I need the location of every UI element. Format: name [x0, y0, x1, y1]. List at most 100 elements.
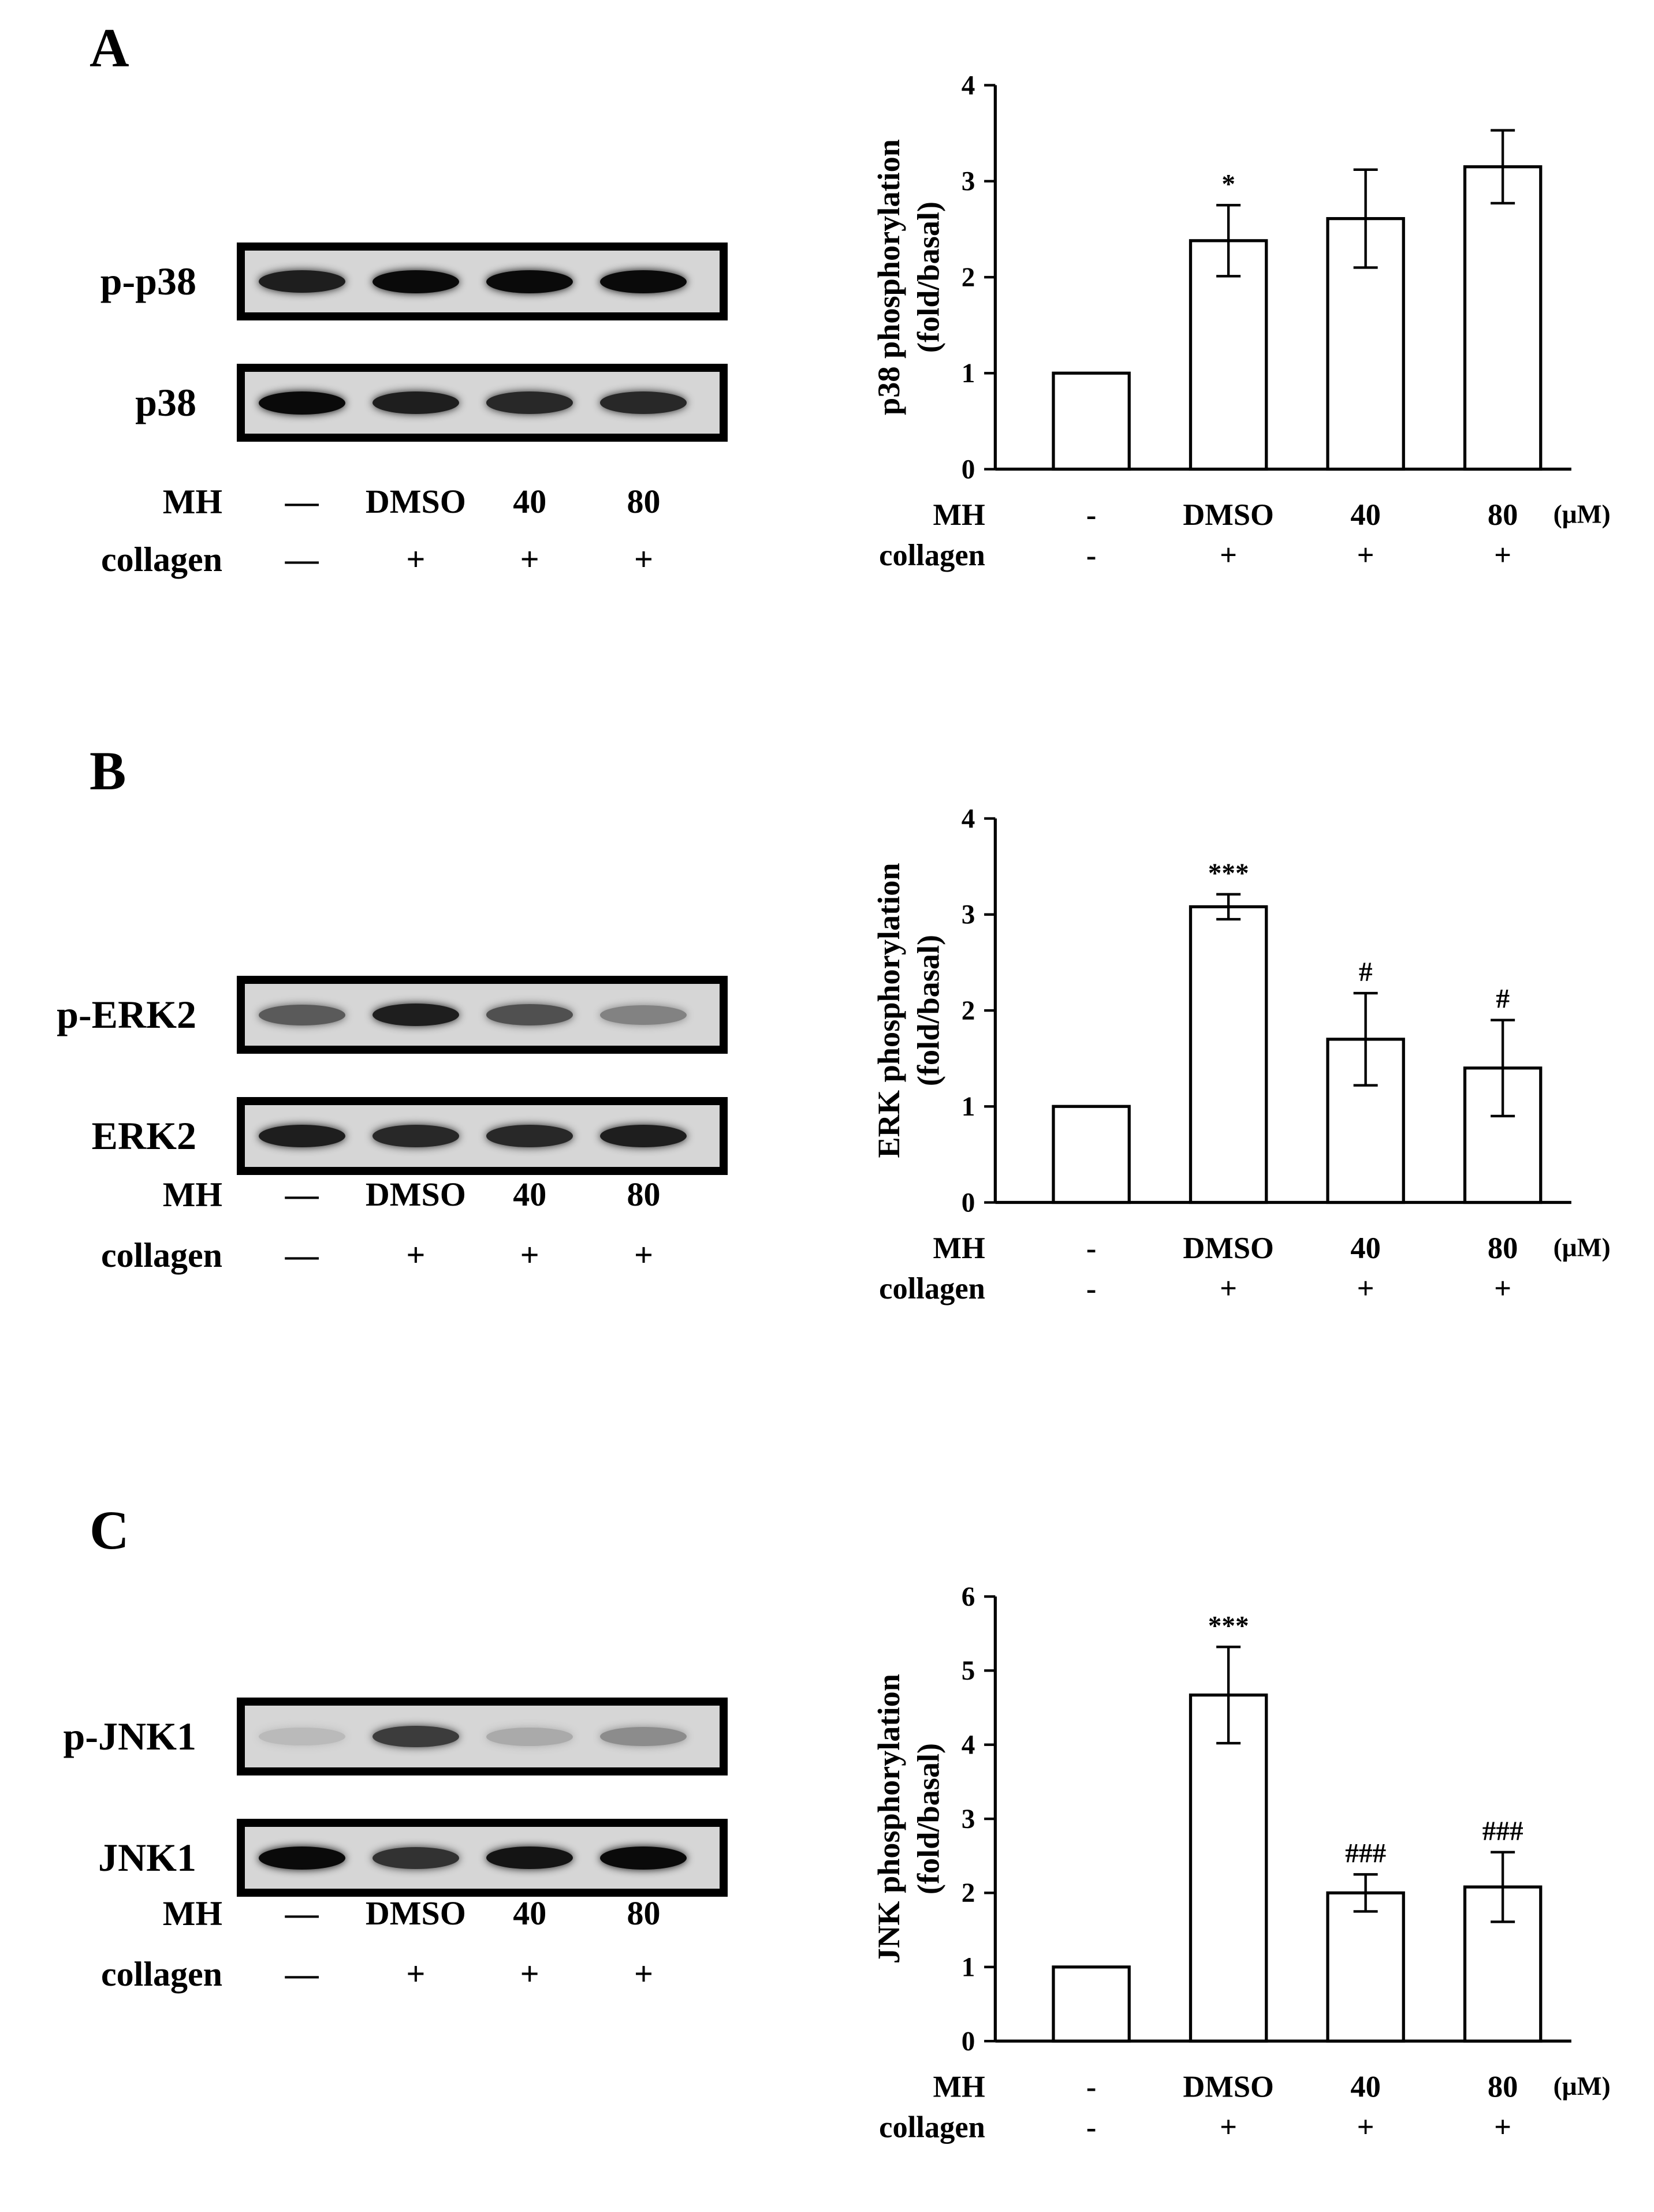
- significance-marker: #: [1359, 957, 1373, 987]
- y-axis-label: JNK phosphorylation (fold/basal): [871, 1674, 945, 1964]
- condition-value: DMSO: [365, 1176, 466, 1213]
- condition-value: 40: [513, 1894, 547, 1932]
- blot-band: [372, 1004, 459, 1026]
- blot-band: [486, 1846, 573, 1870]
- condition-value: —: [285, 1236, 319, 1274]
- blot-band: [372, 391, 459, 414]
- x-category-label: 40: [1350, 2070, 1381, 2103]
- bar: [1052, 371, 1131, 471]
- mh-label: MH: [162, 483, 222, 521]
- bar-chart: 0 1 2 3 4 ERK phosphorylation (fold/basal) *** #…: [871, 804, 1611, 1305]
- panel-letter: A: [90, 17, 129, 79]
- y-tick-label: 1: [962, 1092, 975, 1122]
- bar: [1052, 1965, 1131, 2043]
- condition-value: —: [285, 1894, 319, 1932]
- mh-label: MH: [162, 1176, 222, 1214]
- y-tick-label: 2: [962, 996, 975, 1026]
- mh-label: MH: [162, 1894, 222, 1933]
- condition-value: +: [520, 1236, 539, 1274]
- x-category-label: -: [1086, 1272, 1096, 1305]
- blot-band: [486, 1004, 573, 1025]
- x-category-label: DMSO: [1183, 498, 1274, 532]
- condition-value: +: [406, 540, 426, 578]
- western-blot: [237, 364, 728, 442]
- blot-band: [600, 1726, 687, 1747]
- x-category-label: +: [1494, 1272, 1511, 1305]
- panel-letter: B: [90, 740, 126, 801]
- panel-letter: C: [90, 1499, 129, 1561]
- y-axis-label-line: JNK phosphorylation: [871, 1674, 906, 1964]
- condition-value: 40: [513, 483, 547, 520]
- x-category-label: DMSO: [1183, 1232, 1274, 1265]
- y-axis-label: p38 phosphorylation (fold/basal): [871, 139, 945, 415]
- y-tick-label: 0: [962, 2027, 975, 2057]
- blot-band: [600, 1846, 687, 1870]
- x-category-label: DMSO: [1183, 2070, 1274, 2103]
- mh-label: MH: [933, 498, 985, 532]
- x-category-label: 80: [1488, 498, 1518, 532]
- bar: [1189, 905, 1268, 1204]
- blot-band: [372, 1725, 459, 1748]
- x-category-label: 40: [1350, 498, 1381, 532]
- mh-label: MH: [933, 2070, 985, 2103]
- blot-band: [258, 1125, 345, 1147]
- blot-band: [486, 1727, 573, 1746]
- x-category-label: -: [1086, 539, 1096, 572]
- collagen-label: collagen: [879, 2110, 985, 2144]
- x-category-label: 40: [1350, 1232, 1381, 1265]
- x-category-label: +: [1357, 539, 1374, 572]
- condition-value: +: [406, 1236, 426, 1274]
- blot-label: p-p38: [100, 259, 196, 303]
- y-axis-label: ERK phosphorylation (fold/basal): [871, 863, 945, 1158]
- x-category-label: -: [1086, 1232, 1096, 1265]
- collagen-label: collagen: [879, 1272, 985, 1305]
- y-tick-label: 4: [962, 1730, 975, 1760]
- blot-band: [600, 1005, 687, 1025]
- condition-value: —: [285, 540, 319, 578]
- condition-value: 80: [627, 483, 661, 520]
- blot-band: [258, 391, 345, 415]
- x-category-label: -: [1086, 498, 1096, 532]
- y-tick-label: 0: [962, 1188, 975, 1218]
- condition-value: —: [285, 1176, 319, 1213]
- bar: [1052, 1105, 1131, 1204]
- blot-band: [258, 1727, 345, 1746]
- blot-band: [486, 270, 573, 293]
- blot-band: [372, 270, 459, 293]
- x-category-label: +: [1357, 2110, 1374, 2144]
- y-tick-label: 3: [962, 1804, 975, 1834]
- x-category-label: +: [1494, 539, 1511, 572]
- condition-value: 40: [513, 1176, 547, 1213]
- blot-band: [258, 1004, 345, 1025]
- y-tick-label: 5: [962, 1656, 975, 1686]
- x-category-label: -: [1086, 2070, 1096, 2103]
- condition-value: 80: [627, 1894, 661, 1932]
- condition-value: +: [406, 1955, 426, 1993]
- condition-value: DMSO: [365, 1894, 466, 1932]
- y-tick-label: 1: [962, 359, 975, 389]
- blot-label: p38: [135, 381, 196, 424]
- x-category-label: +: [1494, 2110, 1511, 2144]
- blot-band: [372, 1125, 459, 1147]
- western-blot: [237, 1819, 728, 1897]
- significance-marker: #: [1496, 984, 1510, 1014]
- western-blot: [237, 976, 728, 1054]
- blot-band: [600, 270, 687, 293]
- mh-label: MH: [933, 1232, 985, 1265]
- condition-value: —: [285, 1955, 319, 1993]
- y-tick-label: 3: [962, 900, 975, 930]
- y-tick-label: 2: [962, 1878, 975, 1908]
- y-axis-label-line: ERK phosphorylation: [871, 863, 906, 1158]
- significance-marker: ###: [1345, 1838, 1386, 1868]
- collagen-label: collagen: [879, 539, 985, 572]
- condition-value: +: [634, 1955, 653, 1993]
- blot-band: [600, 1125, 687, 1147]
- condition-value: DMSO: [365, 483, 466, 520]
- x-category-label: +: [1220, 539, 1237, 572]
- blot-label: JNK1: [98, 1836, 196, 1879]
- blot-label: p-ERK2: [57, 993, 196, 1036]
- bar-chart: 0 1 2 3 4 p38 phosphorylation (fold/basal) * MH -…: [871, 70, 1611, 572]
- x-category-label: -: [1086, 2110, 1096, 2144]
